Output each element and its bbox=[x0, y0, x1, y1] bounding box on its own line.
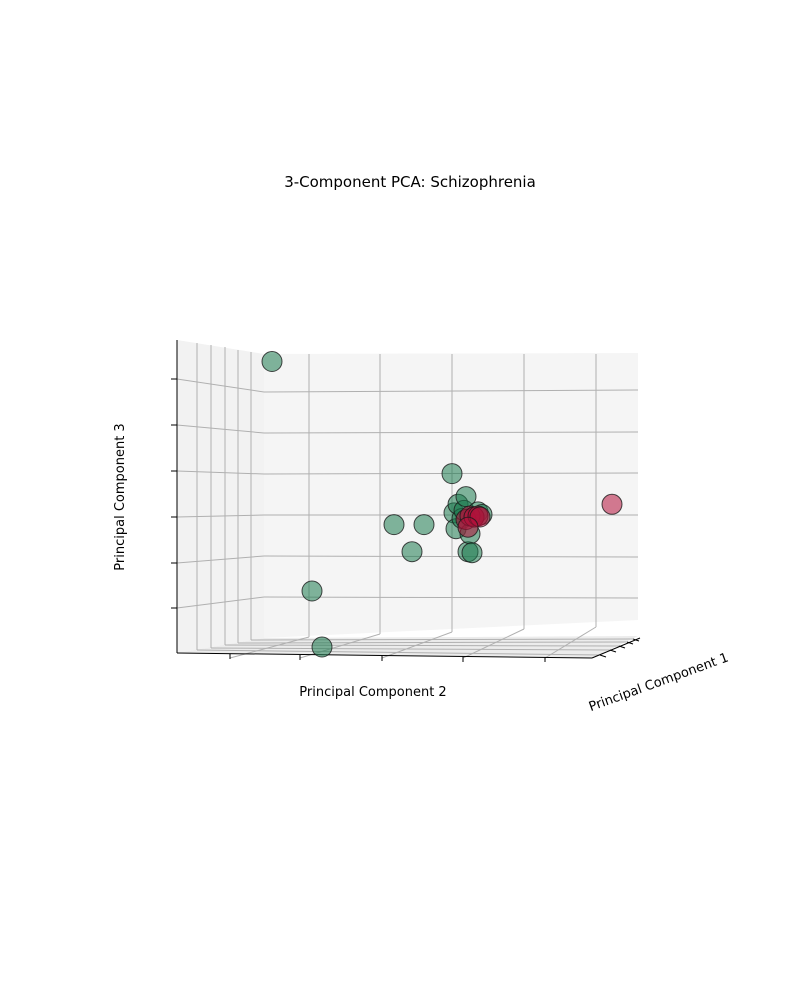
x-axis-line bbox=[591, 637, 641, 659]
data-point-green bbox=[311, 636, 333, 658]
data-point-green bbox=[461, 542, 483, 564]
y-axis-label: Principal Component 2 bbox=[299, 685, 446, 700]
data-point-green bbox=[413, 514, 435, 536]
back-pane bbox=[264, 353, 638, 638]
left-pane bbox=[177, 340, 264, 653]
tick-marks bbox=[171, 378, 640, 662]
data-point-green bbox=[261, 351, 283, 372]
chart-title: 3-Component PCA: Schizophrenia bbox=[284, 173, 536, 191]
data-point-green bbox=[441, 463, 463, 485]
x-axis-label: Principal Component 1 bbox=[587, 650, 731, 715]
data-point-green bbox=[383, 514, 405, 536]
z-axis-label: Principal Component 3 bbox=[113, 423, 128, 570]
data-point-red bbox=[601, 493, 623, 515]
data-point-red bbox=[457, 516, 479, 538]
data-points bbox=[261, 351, 623, 658]
y-axis-line bbox=[176, 652, 593, 659]
data-point-green bbox=[301, 580, 323, 602]
data-point-green bbox=[401, 541, 423, 563]
axis-lines bbox=[176, 340, 641, 659]
